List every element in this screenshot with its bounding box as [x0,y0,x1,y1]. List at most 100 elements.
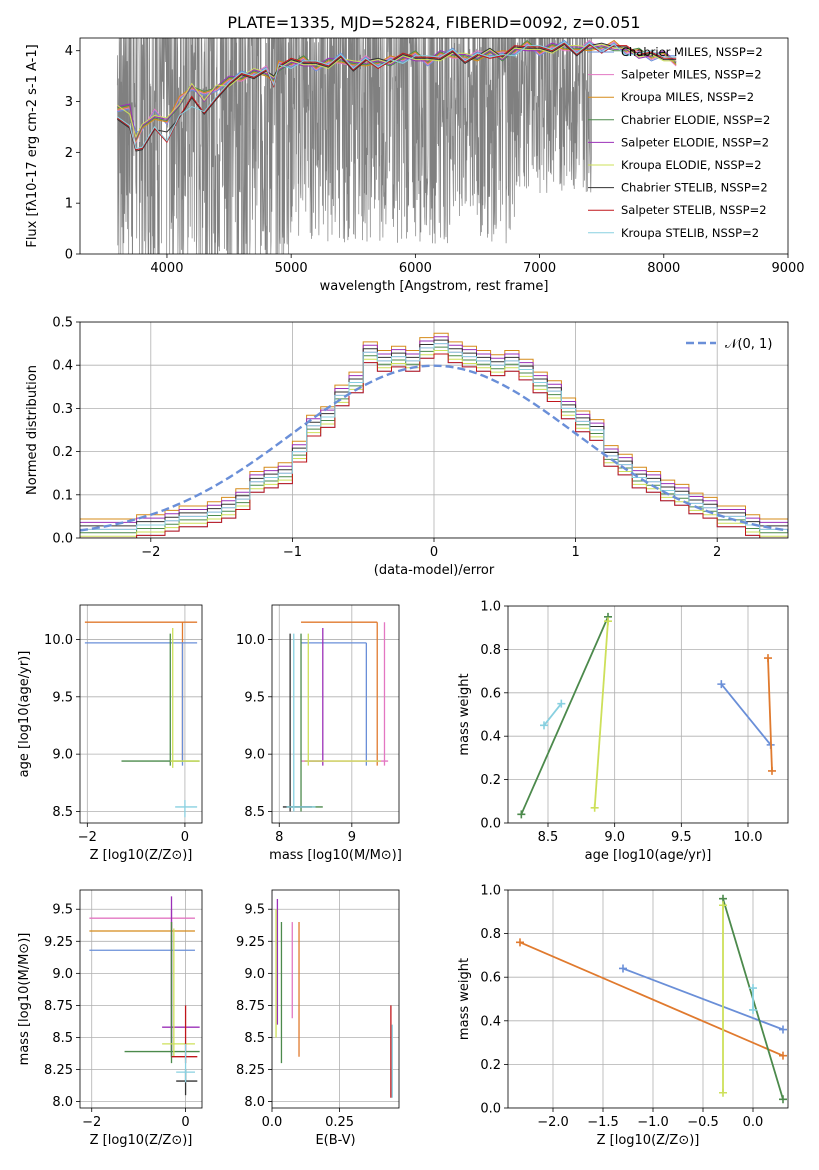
legend-entry: Salpeter STELIB, NSSP=2 [621,203,767,217]
data-point-marker [619,964,627,973]
y-tick-label: 0.0 [52,532,73,547]
legend-entry: Kroupa STELIB, NSSP=2 [621,226,759,240]
x-tick-label: 0 [181,1115,189,1130]
plot-area [272,890,399,1108]
y-tick-label: 9.5 [244,690,265,705]
x-tick-label: 4000 [150,261,183,276]
weight-line-1 [767,658,773,771]
histogram-series-7 [80,353,788,538]
y-tick-label: 0.2 [480,773,501,788]
data-point-marker [517,810,526,819]
weight-line-0 [720,683,772,746]
y-tick-label: 9.0 [52,748,73,763]
x-tick-label: 9.5 [671,830,692,845]
data-point-marker [604,617,612,626]
y-tick-label: 8.0 [52,1095,73,1110]
y-tick-label: 8.25 [236,1063,265,1078]
legend-entry: Chabrier MILES, NSSP=2 [621,45,763,59]
y-tick-label: 8.5 [244,805,265,820]
y-tick-label: 0.8 [480,643,501,658]
y-axis-label: age [log10(age/yr)] [17,651,32,778]
y-tick-label: 0.6 [480,686,501,701]
x-tick-label: −2 [78,830,97,845]
x-tick-label: 8 [275,830,283,845]
legend-entry: 𝒩(0, 1) [725,337,772,352]
spectrum-legend: Chabrier MILES, NSSP=2 Salpeter MILES, NS… [588,45,770,240]
x-axis-label: Z [log10(Z/Z⊙)] [90,848,193,863]
x-tick-label: −1.5 [587,1115,619,1130]
model-line-5 [117,43,677,139]
y-tick-label: 2 [65,146,73,161]
x-axis-label: wavelength [Angstrom, rest frame] [320,279,549,294]
y-tick-label: 10.0 [236,633,265,648]
axes-frame [79,321,789,539]
x-tick-label: 9 [348,830,356,845]
plot-area [272,605,399,823]
data-point-marker [590,803,599,812]
y-tick-label: 9.5 [52,903,73,918]
y-tick-label: 0.4 [52,359,73,374]
panel-residuals: −2 −1 0 1 2 0.0 0.1 0.2 0.3 0.4 0.5 (data-model)/er… [25,316,789,578]
x-axis-label: age [log10(age/yr)] [585,848,712,863]
y-tick-label: 1.0 [480,884,501,899]
y-tick-label: 1.0 [480,600,501,615]
data-point-marker [719,901,727,910]
x-tick-label: 6000 [399,261,432,276]
x-tick-label: 0.25 [325,1115,354,1130]
observed-spectrum-line [116,38,592,254]
y-tick-label: 9.25 [236,935,265,950]
x-tick-label: 5000 [275,261,308,276]
figure-title: PLATE=1335, MJD=52824, FIBERID=0092, z=0… [227,13,640,32]
x-tick-label: −0.5 [687,1115,719,1130]
x-tick-label: 9000 [771,261,804,276]
y-axis-label: mass weight [457,958,472,1040]
legend-entry: Salpeter MILES, NSSP=2 [621,68,762,82]
panel-spectrum: 4000 5000 6000 7000 8000 9000 0 1 2 3 4 wavelength … [25,37,805,294]
y-tick-label: 0.2 [52,445,73,460]
x-tick-label: 2 [713,545,721,560]
axes-frame [79,604,203,824]
gaussian-reference-line [80,364,788,532]
axes-frame [271,889,400,1109]
y-tick-label: 8.5 [52,1031,73,1046]
model-line-3 [117,39,677,142]
data-point-marker [540,721,548,730]
y-tick-label: 0.0 [480,1102,501,1117]
y-tick-label: 1 [65,197,73,212]
y-tick-label: 8.75 [236,999,265,1014]
x-tick-label: 0.0 [743,1115,764,1130]
x-tick-label: 8.5 [538,830,559,845]
y-tick-label: 0.5 [52,316,73,331]
model-line-7 [117,42,677,151]
y-tick-label: 0 [65,248,73,263]
data-point-marker [749,984,757,993]
plot-area [80,890,202,1108]
legend-entry: Chabrier ELODIE, NSSP=2 [621,113,770,127]
y-tick-label: 0.3 [52,402,73,417]
plot-area [80,322,788,538]
x-tick-label: −2 [141,545,160,560]
y-tick-label: 4 [65,44,73,59]
model-line-8 [117,41,677,150]
y-tick-label: 8.5 [244,1031,265,1046]
x-tick-label: −2 [82,1115,101,1130]
y-tick-label: 0.1 [52,488,73,503]
weight-line-2 [520,616,609,815]
y-axis-label: mass weight [457,673,472,755]
y-tick-label: 8.25 [44,1063,73,1078]
data-point-marker [719,1088,727,1097]
x-tick-label: −1 [283,545,302,560]
data-point-marker [557,699,566,708]
y-tick-label: 0.0 [480,817,501,832]
panel-mass-vs-Z: −2 0 8.0 8.25 8.5 8.75 9.0 9.25 9.5 Z [log10(Z/Z⊙… [17,889,203,1148]
y-axis-label: Flux [fλ10-17 erg cm-2 s-1 A-1] [25,44,40,247]
axes-frame [507,889,789,1109]
x-axis-label: E(B-V) [315,1133,355,1148]
panel-age-vs-mass: 8 9 8.5 9.0 9.5 10.0 mass [log10(M/M⊙)] [236,604,402,863]
x-tick-label: −1.0 [637,1115,669,1130]
model-line-0 [117,39,677,133]
plot-area [80,605,202,823]
model-line-6 [117,42,677,152]
x-tick-label: −2.0 [537,1115,569,1130]
